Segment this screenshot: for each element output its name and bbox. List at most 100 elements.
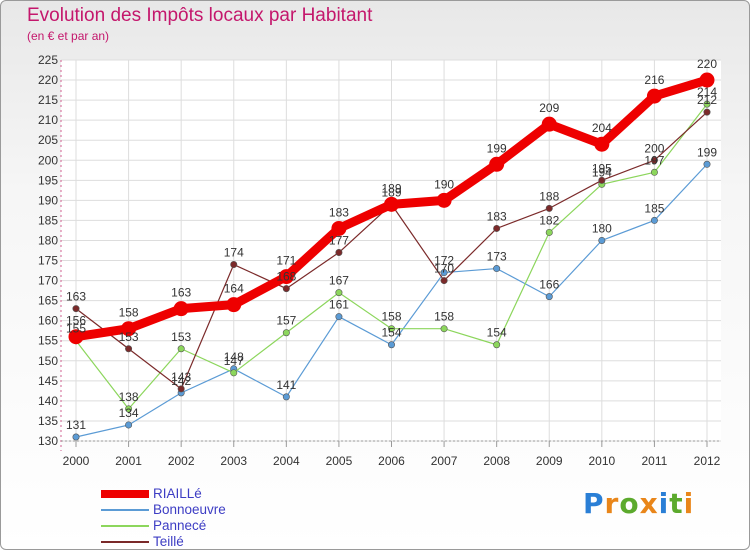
data-point (125, 405, 133, 413)
data-point (278, 269, 294, 285)
x-tick-label: 2008 (483, 454, 510, 468)
data-label: 195 (592, 161, 612, 175)
x-tick-label: 2000 (63, 454, 90, 468)
data-label: 168 (276, 270, 296, 284)
data-point (226, 297, 242, 313)
y-tick-label: 190 (38, 193, 58, 207)
data-point (703, 100, 711, 108)
data-label: 190 (434, 177, 454, 191)
data-point (493, 341, 501, 349)
x-tick-label: 2012 (694, 454, 721, 468)
data-label: 214 (697, 85, 717, 99)
data-point (440, 269, 448, 277)
logo-letter: r (604, 487, 620, 520)
y-tick-label: 140 (38, 394, 58, 408)
legend-swatch (101, 490, 149, 498)
data-point (598, 176, 606, 184)
data-label: 157 (276, 314, 296, 328)
y-tick-label: 155 (38, 334, 58, 348)
y-tick-label: 185 (38, 213, 58, 227)
data-point (230, 369, 238, 377)
data-point (650, 216, 658, 224)
x-tick-label: 2009 (536, 454, 563, 468)
proxiti-logo: Proxiti (583, 487, 694, 520)
data-point (331, 220, 347, 236)
data-label: 185 (644, 201, 664, 215)
data-label: 158 (119, 306, 139, 320)
y-tick-label: 195 (38, 173, 58, 187)
data-label: 167 (329, 274, 349, 288)
data-point (489, 156, 505, 172)
data-label: 180 (592, 221, 612, 235)
data-label: 141 (276, 378, 296, 392)
data-label: 153 (171, 330, 191, 344)
x-tick-label: 2005 (326, 454, 353, 468)
data-label: 154 (487, 326, 507, 340)
data-label: 174 (224, 246, 244, 260)
y-tick-label: 225 (38, 53, 58, 67)
data-point (646, 88, 662, 104)
data-label: 134 (119, 406, 139, 420)
data-label: 142 (171, 374, 191, 388)
data-point (230, 261, 238, 269)
data-point (125, 345, 133, 353)
data-label: 220 (697, 57, 717, 71)
y-tick-label: 145 (38, 374, 58, 388)
data-label: 189 (381, 181, 401, 195)
x-tick-label: 2001 (115, 454, 142, 468)
legend-label: RIAILLé (153, 486, 202, 501)
data-label: 197 (644, 153, 664, 167)
data-label: 158 (381, 310, 401, 324)
y-tick-label: 175 (38, 254, 58, 268)
data-point (384, 196, 399, 212)
data-label: 173 (487, 250, 507, 264)
chart-title: Evolution des Impôts locaux par Habitant (27, 5, 373, 26)
data-label: 212 (697, 93, 717, 107)
data-label: 170 (434, 262, 454, 276)
data-point (493, 224, 501, 232)
data-point (440, 277, 448, 285)
data-point (650, 168, 658, 176)
data-label: 163 (171, 286, 191, 300)
data-point (177, 345, 185, 353)
logo-letter: P (583, 487, 605, 520)
data-label: 143 (171, 370, 191, 384)
x-tick-label: 2004 (273, 454, 300, 468)
y-tick-label: 200 (38, 153, 58, 167)
data-point (335, 249, 343, 257)
data-point (594, 136, 610, 152)
legend-swatch (101, 509, 149, 511)
data-point (68, 329, 84, 345)
y-tick-label: 150 (38, 354, 58, 368)
data-label: 156 (66, 314, 86, 328)
data-label: 199 (487, 141, 507, 155)
data-point (440, 325, 448, 333)
data-point (436, 192, 452, 208)
data-point (177, 385, 185, 393)
y-tick-label: 210 (38, 113, 58, 127)
data-point (387, 341, 395, 349)
y-tick-label: 205 (38, 133, 58, 147)
data-label: 182 (539, 213, 559, 227)
data-point (125, 421, 133, 429)
y-tick-label: 180 (38, 233, 58, 247)
data-point (703, 108, 711, 116)
data-point (282, 285, 290, 293)
data-label: 209 (539, 101, 559, 115)
data-label: 153 (119, 330, 139, 344)
data-label: 155 (66, 322, 86, 336)
data-label: 158 (434, 310, 454, 324)
logo-letter: t (669, 487, 684, 520)
data-label: 163 (66, 290, 86, 304)
data-point (387, 325, 395, 333)
data-point (545, 204, 553, 212)
data-point (545, 228, 553, 236)
x-tick-label: 2007 (431, 454, 458, 468)
data-label: 172 (434, 254, 454, 268)
data-label: 171 (276, 254, 296, 268)
data-label: 188 (539, 189, 559, 203)
y-tick-label: 165 (38, 294, 58, 308)
data-point (72, 305, 80, 313)
data-point (335, 289, 343, 297)
